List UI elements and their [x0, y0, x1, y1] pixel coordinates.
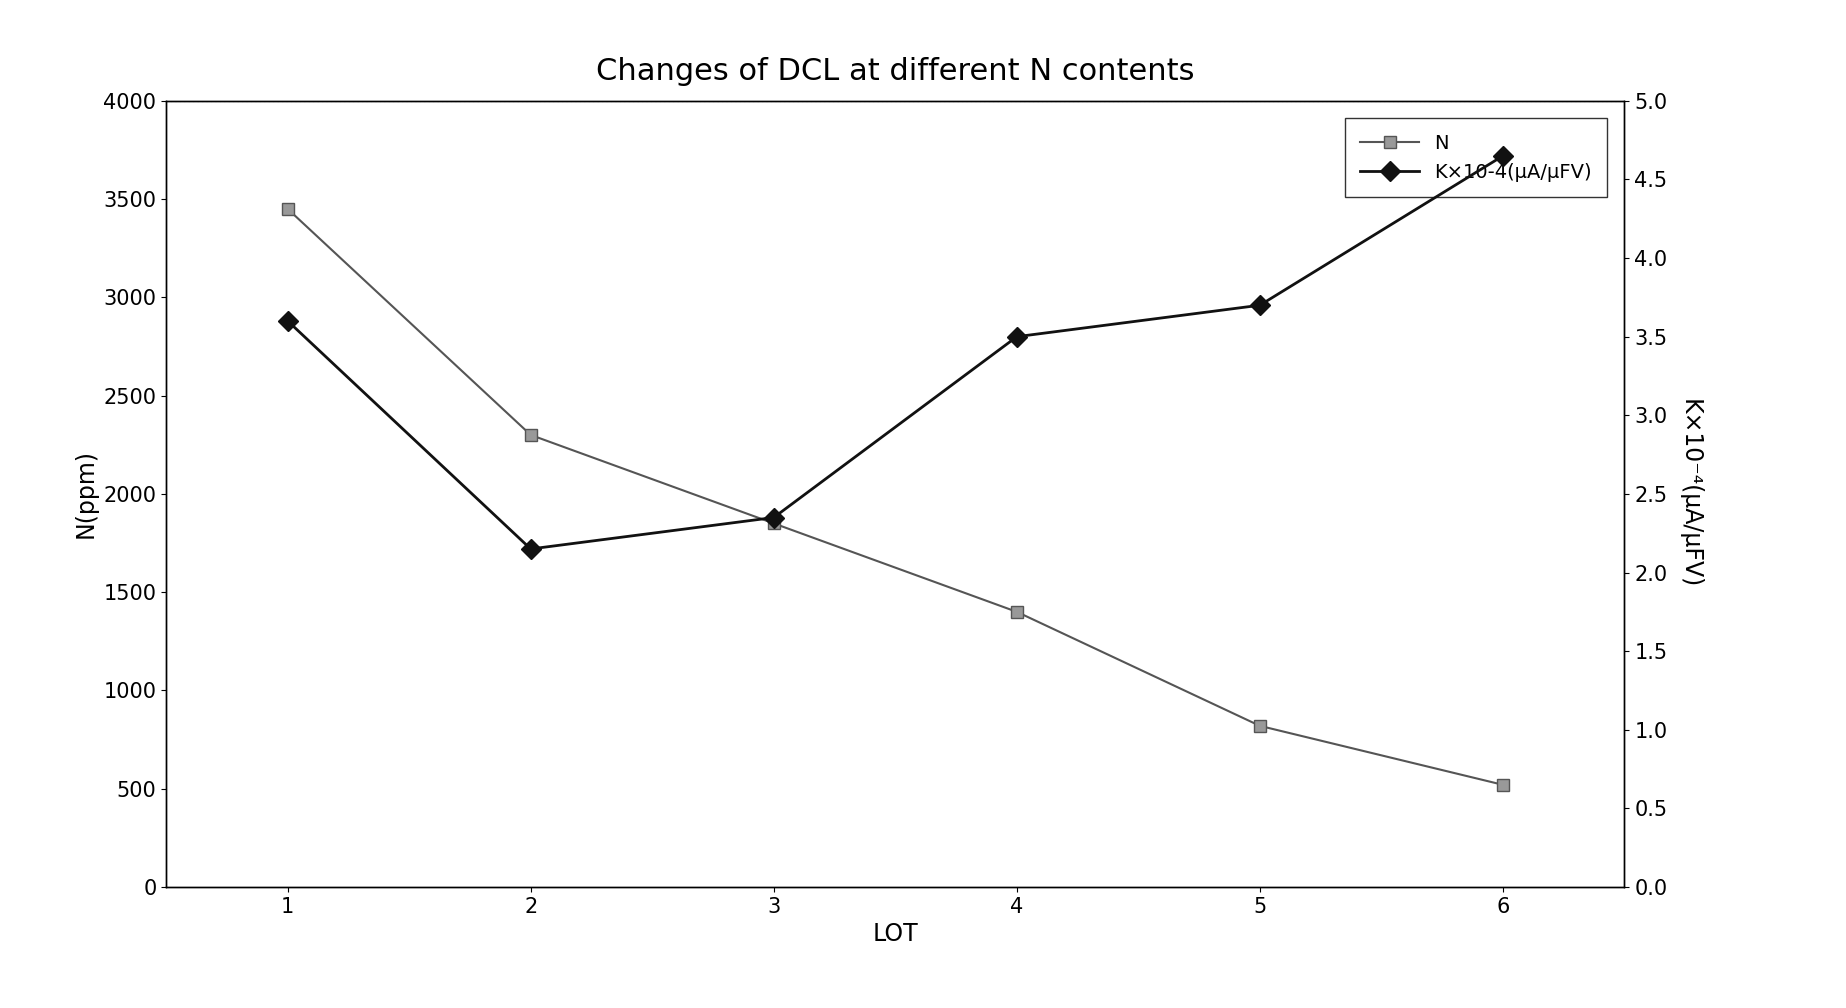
- Line: N: N: [281, 203, 1510, 791]
- Y-axis label: N(ppm): N(ppm): [74, 450, 98, 538]
- K×10-4(μA/μFV): [1248, 299, 1270, 311]
- K×10-4(μA/μFV): [762, 511, 785, 523]
- N: [1492, 779, 1514, 791]
- Title: Changes of DCL at different N contents: Changes of DCL at different N contents: [596, 57, 1194, 86]
- K×10-4(μA/μFV): [1492, 150, 1514, 162]
- K×10-4(μA/μFV): [1006, 331, 1028, 343]
- K×10-4(μA/μFV): [277, 314, 299, 327]
- N: [1006, 606, 1028, 618]
- N: [762, 517, 785, 529]
- N: [277, 203, 299, 215]
- Legend: N, K×10-4(μA/μFV): N, K×10-4(μA/μFV): [1346, 118, 1608, 198]
- N: [521, 429, 543, 442]
- Y-axis label: K×10⁻⁴(μA/μFV): K×10⁻⁴(μA/μFV): [1678, 399, 1702, 589]
- X-axis label: LOT: LOT: [873, 922, 917, 947]
- K×10-4(μA/μFV): [521, 543, 543, 555]
- Line: K×10-4(μA/μFV): K×10-4(μA/μFV): [281, 149, 1510, 555]
- N: [1248, 720, 1270, 732]
